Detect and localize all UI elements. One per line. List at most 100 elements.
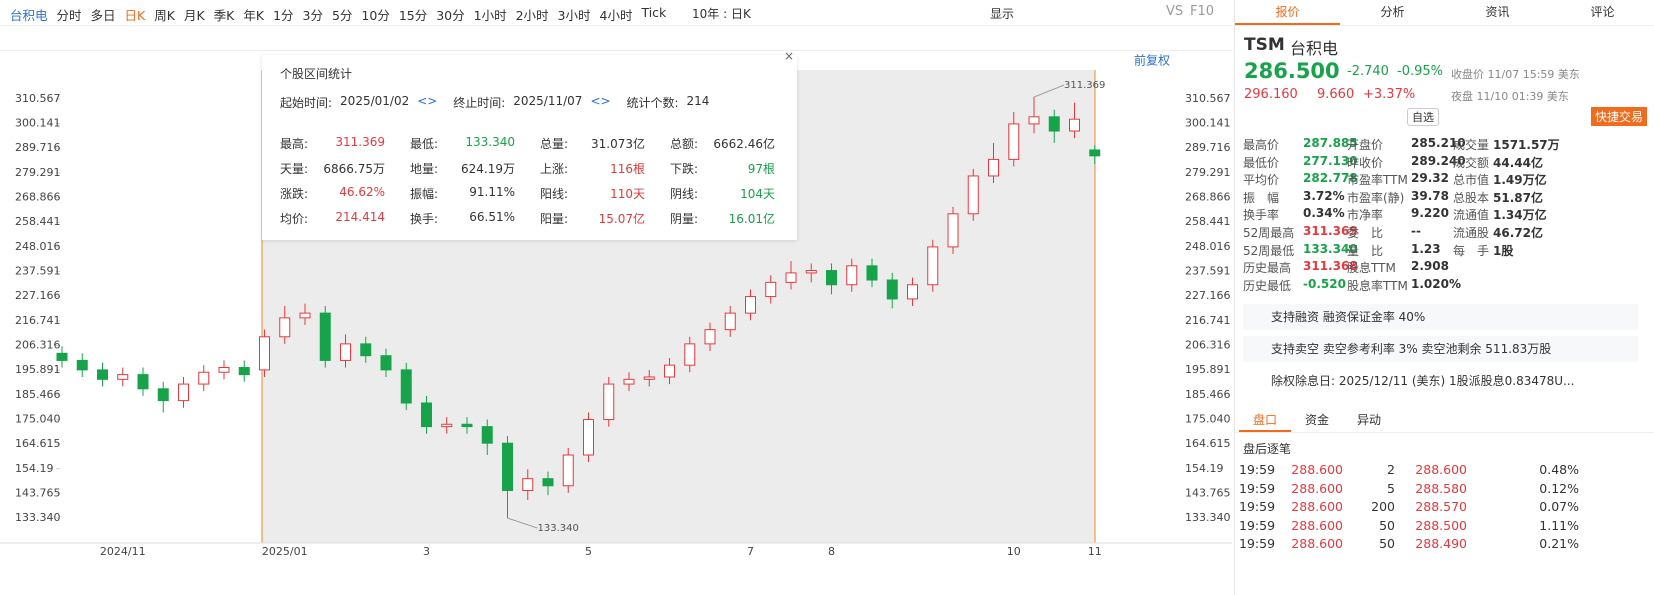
adjust-mode[interactable]: 前复权 [1134,53,1170,68]
code: TSM [1244,35,1285,55]
y-tick-label: 175.040 [1185,412,1231,425]
label: 统计个数: [626,96,679,110]
y-tick-label: 185.466 [15,388,61,401]
display-menu[interactable]: 显示 [990,7,1015,21]
candle-body [542,478,554,487]
y-tick-label: 164.615 [15,437,61,450]
period-tab[interactable]: 4小时 [599,8,633,23]
y-tick-label: 268.866 [15,191,61,204]
quote-label: 开盘价 [1347,138,1384,152]
candle-body [522,478,534,491]
y-tick-label: 206.316 [15,338,61,351]
candle-body [724,312,736,331]
period-tab[interactable]: 季K [213,8,235,23]
trade-cell: 0.12% [1539,480,1579,496]
period-tab[interactable]: 2小时 [515,8,549,23]
period-tab[interactable]: 15分 [398,8,428,23]
trade-cell: 288.600 [1291,480,1343,496]
quote-label: 总股本 [1453,190,1490,205]
quote-label: 最低价 [1243,155,1280,170]
stat-label: 地量: [410,162,439,176]
y-tick-label: 143.765 [1185,486,1231,499]
candle-body [603,383,615,421]
quote-value: -- [1411,224,1421,238]
symbol-tab[interactable]: 台积电 [10,8,48,23]
change: -2.740 [1347,64,1389,79]
arrows[interactable]: <> [417,94,438,108]
candle-body [886,279,898,300]
watch-button[interactable]: 自选 [1407,108,1439,126]
period-tab[interactable]: 3小时 [557,8,591,23]
period-tab[interactable]: 5分 [331,8,353,23]
candle-body [907,284,918,300]
x-tick-label: 8 [828,545,835,558]
y-tick-label: 279.291 [15,166,61,179]
trade-cell: 19:59 [1239,536,1276,551]
period-tab[interactable]: 多日 [90,8,116,23]
stat-label: 总量: [540,137,569,151]
candle-body [927,246,939,286]
period-tab[interactable]: 3分 [302,8,323,23]
ah-time: 夜盘 11/10 01:39 美东 [1451,90,1569,103]
candle-body [785,272,797,283]
period-tab[interactable]: 年K [243,8,265,23]
close-button[interactable]: × [784,49,795,63]
panel-tab[interactable]: 分析 [1380,5,1405,19]
period-tab[interactable]: 10分 [361,8,390,23]
stat-value: 91.11% [469,185,515,199]
quote-value: 285.210 [1411,136,1466,150]
trade-cell: 19:59 [1239,462,1276,477]
stat-label: 天量: [280,162,309,176]
quote-value: 44.44亿 [1493,155,1543,170]
quote-value: 2.908 [1411,259,1449,274]
sub-tab[interactable]: 资金 [1304,413,1329,427]
period-tab[interactable]: 1分 [273,8,294,23]
trade-button[interactable]: 快捷交易 [1591,107,1648,126]
label: 起始时间: [280,96,333,110]
vs-button[interactable]: VS [1166,4,1184,19]
quote-value: 282.778 [1303,171,1358,186]
close-time: 收盘价 11/07 15:59 美东 [1451,68,1580,81]
candle-body [319,312,331,361]
trade-cell: 50 [1379,517,1395,533]
sub-tab[interactable]: 异动 [1356,413,1381,427]
period-tab[interactable]: 周K [154,8,175,23]
y-tick-label: 310.567 [15,92,61,105]
quote-label: 历史最低 [1243,278,1292,293]
y-tick-label: 195.891 [15,363,61,376]
quote-value: 1股 [1493,243,1514,258]
period-tab[interactable]: 30分 [436,8,465,23]
trade-cell: 0.21% [1539,536,1579,551]
quote-value: 1.020% [1411,276,1461,291]
candle-body [664,364,675,378]
panel-tab[interactable]: 报价 [1235,0,1340,25]
stat-value: 110天 [610,187,645,201]
quote-label: 委 比 [1347,226,1384,240]
quote-value: 46.72亿 [1493,226,1543,240]
f10-button[interactable]: F10 [1190,4,1215,19]
period-tab[interactable]: Tick [641,5,667,20]
y-tick-label: 133.340 [15,511,61,524]
sub-tab[interactable]: 盘口 [1239,408,1291,432]
name: 台积电 [1290,39,1339,58]
trades-title: 盘后逐笔 [1243,442,1292,456]
arrows[interactable]: <> [590,94,611,108]
x-tick-label: 2024/11 [100,545,146,558]
stat-value: 133.340 [465,135,515,149]
top-toolbar: 台积电 分时 多日 日K 周K 月K 季K 年K 1分 3分 5分 10分 15分 30分 1小时 2小时 3小… [0,0,1232,26]
panel-tab[interactable]: 评论 [1590,5,1615,19]
period-tab[interactable]: 1小时 [473,8,507,23]
stat-label: 阴量: [670,212,699,226]
y-tick-label: 164.615 [1185,437,1231,450]
quote-label: 市盈率TTM [1347,173,1408,188]
period-tab[interactable]: 月K [183,8,205,23]
quote-label: 历史最高 [1243,261,1292,276]
range-select[interactable]: 10年 : 日K [692,7,751,21]
trade-cell: 0.07% [1539,499,1579,514]
panel-tab[interactable]: 资讯 [1485,5,1510,19]
quote-label: 每 手 [1453,243,1490,258]
period-tab[interactable]: 分时 [56,8,82,23]
period-tab[interactable]: 日K [124,8,146,23]
stat-value: 97根 [747,162,775,176]
